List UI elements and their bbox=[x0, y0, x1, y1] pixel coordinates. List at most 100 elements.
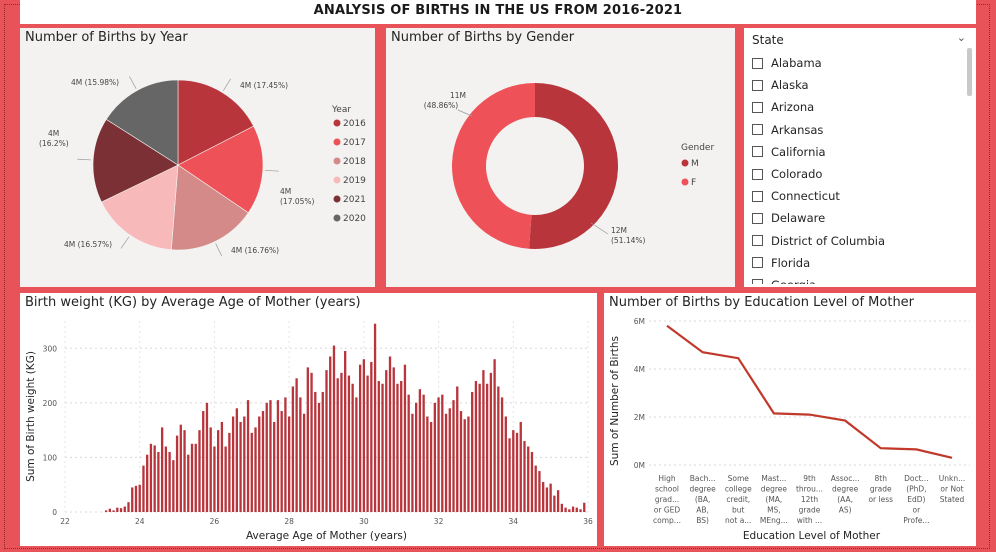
bar bbox=[146, 454, 149, 512]
bar bbox=[127, 502, 130, 512]
bar bbox=[571, 506, 575, 512]
bar bbox=[377, 381, 380, 512]
slicer-item-label: Delaware bbox=[771, 211, 826, 226]
slicer-item-label: Alaska bbox=[771, 78, 809, 93]
slicer-checkbox[interactable] bbox=[752, 212, 763, 224]
bar bbox=[231, 416, 235, 512]
bar bbox=[104, 510, 108, 512]
slicer-item[interactable]: California bbox=[752, 141, 962, 163]
x-tick-label-line: degree bbox=[689, 485, 716, 494]
pie-slice-2020 bbox=[105, 79, 179, 166]
bar bbox=[467, 416, 470, 512]
bar bbox=[239, 421, 242, 512]
bar bbox=[347, 375, 351, 512]
y-tick-label: 300 bbox=[43, 344, 58, 353]
bar bbox=[314, 391, 317, 512]
bar bbox=[429, 421, 433, 512]
slicer-checkbox[interactable] bbox=[752, 101, 763, 113]
bar bbox=[556, 490, 560, 512]
slicer-item[interactable]: Alabama bbox=[752, 52, 962, 74]
slicer-checkbox[interactable] bbox=[752, 146, 763, 158]
slicer-checkbox[interactable] bbox=[752, 79, 763, 91]
bar bbox=[452, 400, 455, 512]
slicer-item[interactable]: Georgia bbox=[752, 274, 962, 284]
slicer-item[interactable]: Colorado bbox=[752, 163, 962, 185]
gender-donut-visual[interactable]: Number of Births by Gender 12M (51.14%) 11… bbox=[386, 28, 735, 287]
slicer-checkbox[interactable] bbox=[752, 124, 763, 136]
slicer-item[interactable]: Alaska bbox=[752, 74, 962, 96]
legend-item-2017: 2017 bbox=[343, 138, 366, 148]
legend-marker-2016 bbox=[333, 119, 341, 127]
bar bbox=[291, 386, 295, 512]
bar bbox=[295, 378, 298, 512]
education-line-visual[interactable]: Number of Births by Education Level of M… bbox=[604, 293, 976, 546]
slicer-item[interactable]: Arizona bbox=[752, 96, 962, 118]
slicer-item[interactable]: Delaware bbox=[752, 207, 962, 229]
bar bbox=[575, 507, 578, 512]
slicer-item[interactable]: Connecticut bbox=[752, 185, 962, 207]
slicer-item[interactable]: District of Columbia bbox=[752, 230, 962, 252]
legend-marker-M bbox=[681, 159, 689, 167]
slicer-checkbox[interactable] bbox=[752, 279, 763, 284]
bar bbox=[142, 465, 145, 512]
weight-bar-visual[interactable]: Birth weight (KG) by Average Age of Moth… bbox=[20, 293, 597, 546]
bar bbox=[583, 502, 586, 512]
slicer-item[interactable]: Arkansas bbox=[752, 119, 962, 141]
bar bbox=[157, 451, 160, 512]
bar bbox=[332, 345, 336, 512]
bar bbox=[530, 451, 534, 512]
bar bbox=[209, 427, 212, 512]
bar bbox=[549, 483, 552, 512]
x-tick-label-line: Bach... bbox=[690, 474, 716, 483]
x-tick-label-line: with ... bbox=[797, 516, 822, 525]
weight-bar-title: Birth weight (KG) by Average Age of Moth… bbox=[25, 295, 361, 310]
slicer-checkbox[interactable] bbox=[752, 190, 763, 202]
pie-leader-line bbox=[120, 236, 130, 249]
bar bbox=[119, 508, 123, 512]
x-tick-label: 32 bbox=[434, 517, 444, 526]
bar bbox=[198, 430, 201, 512]
x-tick-label-line: degree bbox=[832, 485, 859, 494]
bar bbox=[235, 408, 239, 512]
slicer-item-label: Georgia bbox=[771, 278, 816, 284]
legend-title: Gender bbox=[681, 143, 714, 153]
line-series bbox=[666, 324, 953, 459]
bar bbox=[407, 394, 410, 512]
gender-donut-title: Number of Births by Gender bbox=[391, 30, 575, 45]
x-tick-label-line: not a... bbox=[725, 516, 751, 525]
bar bbox=[504, 416, 507, 512]
bar bbox=[385, 370, 388, 512]
bar bbox=[564, 507, 567, 512]
bar bbox=[273, 421, 276, 512]
bar bbox=[471, 391, 474, 512]
year-pie-visual[interactable]: Number of Births by Year 4M (17.45%) 4M (1… bbox=[20, 28, 375, 287]
slicer-item[interactable]: Florida bbox=[752, 252, 962, 274]
bar bbox=[403, 364, 407, 512]
pie-data-label: 4M bbox=[280, 187, 291, 196]
slicer-checkbox[interactable] bbox=[752, 57, 763, 69]
state-slicer[interactable]: State ⌄ Alabama Alaska Arizona Arkansas Cali… bbox=[744, 28, 976, 287]
legend-item-F: F bbox=[691, 178, 696, 188]
slicer-checkbox[interactable] bbox=[752, 235, 763, 247]
x-tick-label: 36 bbox=[583, 517, 593, 526]
slicer-checkbox[interactable] bbox=[752, 257, 763, 269]
x-tick-label-line: 12th bbox=[801, 495, 818, 504]
x-tick-label-line: Doct... bbox=[904, 474, 929, 483]
bar bbox=[512, 430, 515, 512]
slicer-list: Alabama Alaska Arizona Arkansas California Co… bbox=[752, 52, 962, 284]
bar bbox=[175, 435, 179, 512]
bar bbox=[217, 430, 220, 512]
bar bbox=[358, 364, 362, 512]
chevron-down-icon[interactable]: ⌄ bbox=[956, 31, 966, 44]
legend-item-2016: 2016 bbox=[343, 119, 366, 129]
bar bbox=[269, 400, 272, 512]
bar bbox=[243, 416, 246, 512]
donut-slice-M bbox=[529, 83, 618, 249]
slicer-item-label: Florida bbox=[771, 255, 811, 270]
bar bbox=[202, 411, 205, 512]
pie-slice-2018 bbox=[170, 164, 249, 251]
y-tick-label: 100 bbox=[43, 453, 58, 462]
slicer-checkbox[interactable] bbox=[752, 168, 763, 180]
slicer-scrollbar[interactable] bbox=[967, 48, 972, 96]
x-tick-label: 9th throu... 12th grade with ... bbox=[796, 474, 823, 525]
